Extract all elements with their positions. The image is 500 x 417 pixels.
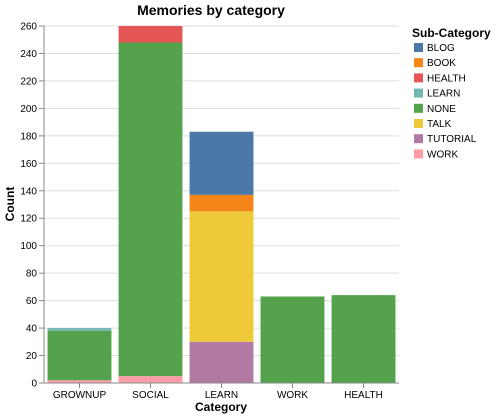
legend-swatch-blog [414,43,423,52]
bar-segment-social-work [118,376,183,383]
bar-segment-learn-blog [189,131,254,195]
y-tick-label: 40 [26,324,38,335]
y-tick-label: 100 [20,241,37,252]
x-tick-label: HEALTH [344,390,383,401]
y-tick-label: 220 [20,76,37,87]
bar-segment-learn-book [189,194,254,212]
bar-segment-learn-talk [189,211,254,342]
y-tick-label: 180 [20,131,37,142]
bar-segment-learn-tutorial [189,341,254,383]
legend-swatch-work [414,149,423,159]
legend-swatch-book [414,58,423,68]
x-tick-label: SOCIAL [132,390,169,401]
x-tick-label: WORK [277,390,308,401]
y-tick-label: 120 [20,214,37,225]
legend: Sub-Category BLOG BOOK HEALTH LEARN NONE TALK… [412,26,491,160]
legend-label-book: BOOK [427,58,456,69]
y-tick-label: 160 [20,159,37,170]
legend-swatch-learn [414,88,423,98]
y-tick-label: 60 [26,296,38,307]
legend-label-learn: LEARN [427,89,460,100]
x-axis-title: Category [195,400,247,414]
legend-swatch-none [414,103,423,113]
bar-segment-social-none [118,42,183,377]
legend-label-tutorial: TUTORIAL [427,134,477,145]
chart-title: Memories by category [137,2,285,18]
y-tick-label: 80 [26,269,38,280]
y-tick-label: 240 [20,49,37,60]
legend-label-work: WORK [427,149,458,160]
bars [47,26,396,383]
bar-segment-grownup-learn [47,328,112,331]
bar-segment-grownup-work [47,380,112,383]
y-tick-label: 140 [20,186,37,197]
bar-segment-health-none [331,295,396,383]
legend-swatch-tutorial [414,134,423,144]
legend-label-talk: TALK [427,119,452,130]
bar-segment-grownup-none [47,330,112,381]
legend-swatch-talk [414,119,423,128]
x-tick-label: LEARN [205,390,238,401]
legend-swatch-health [414,73,423,83]
y-axis-title: Count [3,187,17,222]
legend-label-none: NONE [427,104,456,115]
legend-label-blog: BLOG [427,43,455,54]
y-tick-label: 200 [20,104,37,115]
y-tick-label: 20 [26,351,38,362]
legend-label-health: HEALTH [427,73,466,84]
bar-segment-social-health [118,26,183,43]
legend-title: Sub-Category [412,26,491,40]
y-tick-label: 260 [20,22,37,33]
x-ticks: GROWNUP SOCIAL LEARN WORK HEALTH [53,383,383,401]
x-tick-label: GROWNUP [53,390,107,401]
y-ticks: 0 20 40 60 80 100 120 140 160 180 200 220 240 260 [20,22,44,390]
y-tick-label: 0 [31,379,37,390]
bar-segment-work-none [260,296,325,383]
